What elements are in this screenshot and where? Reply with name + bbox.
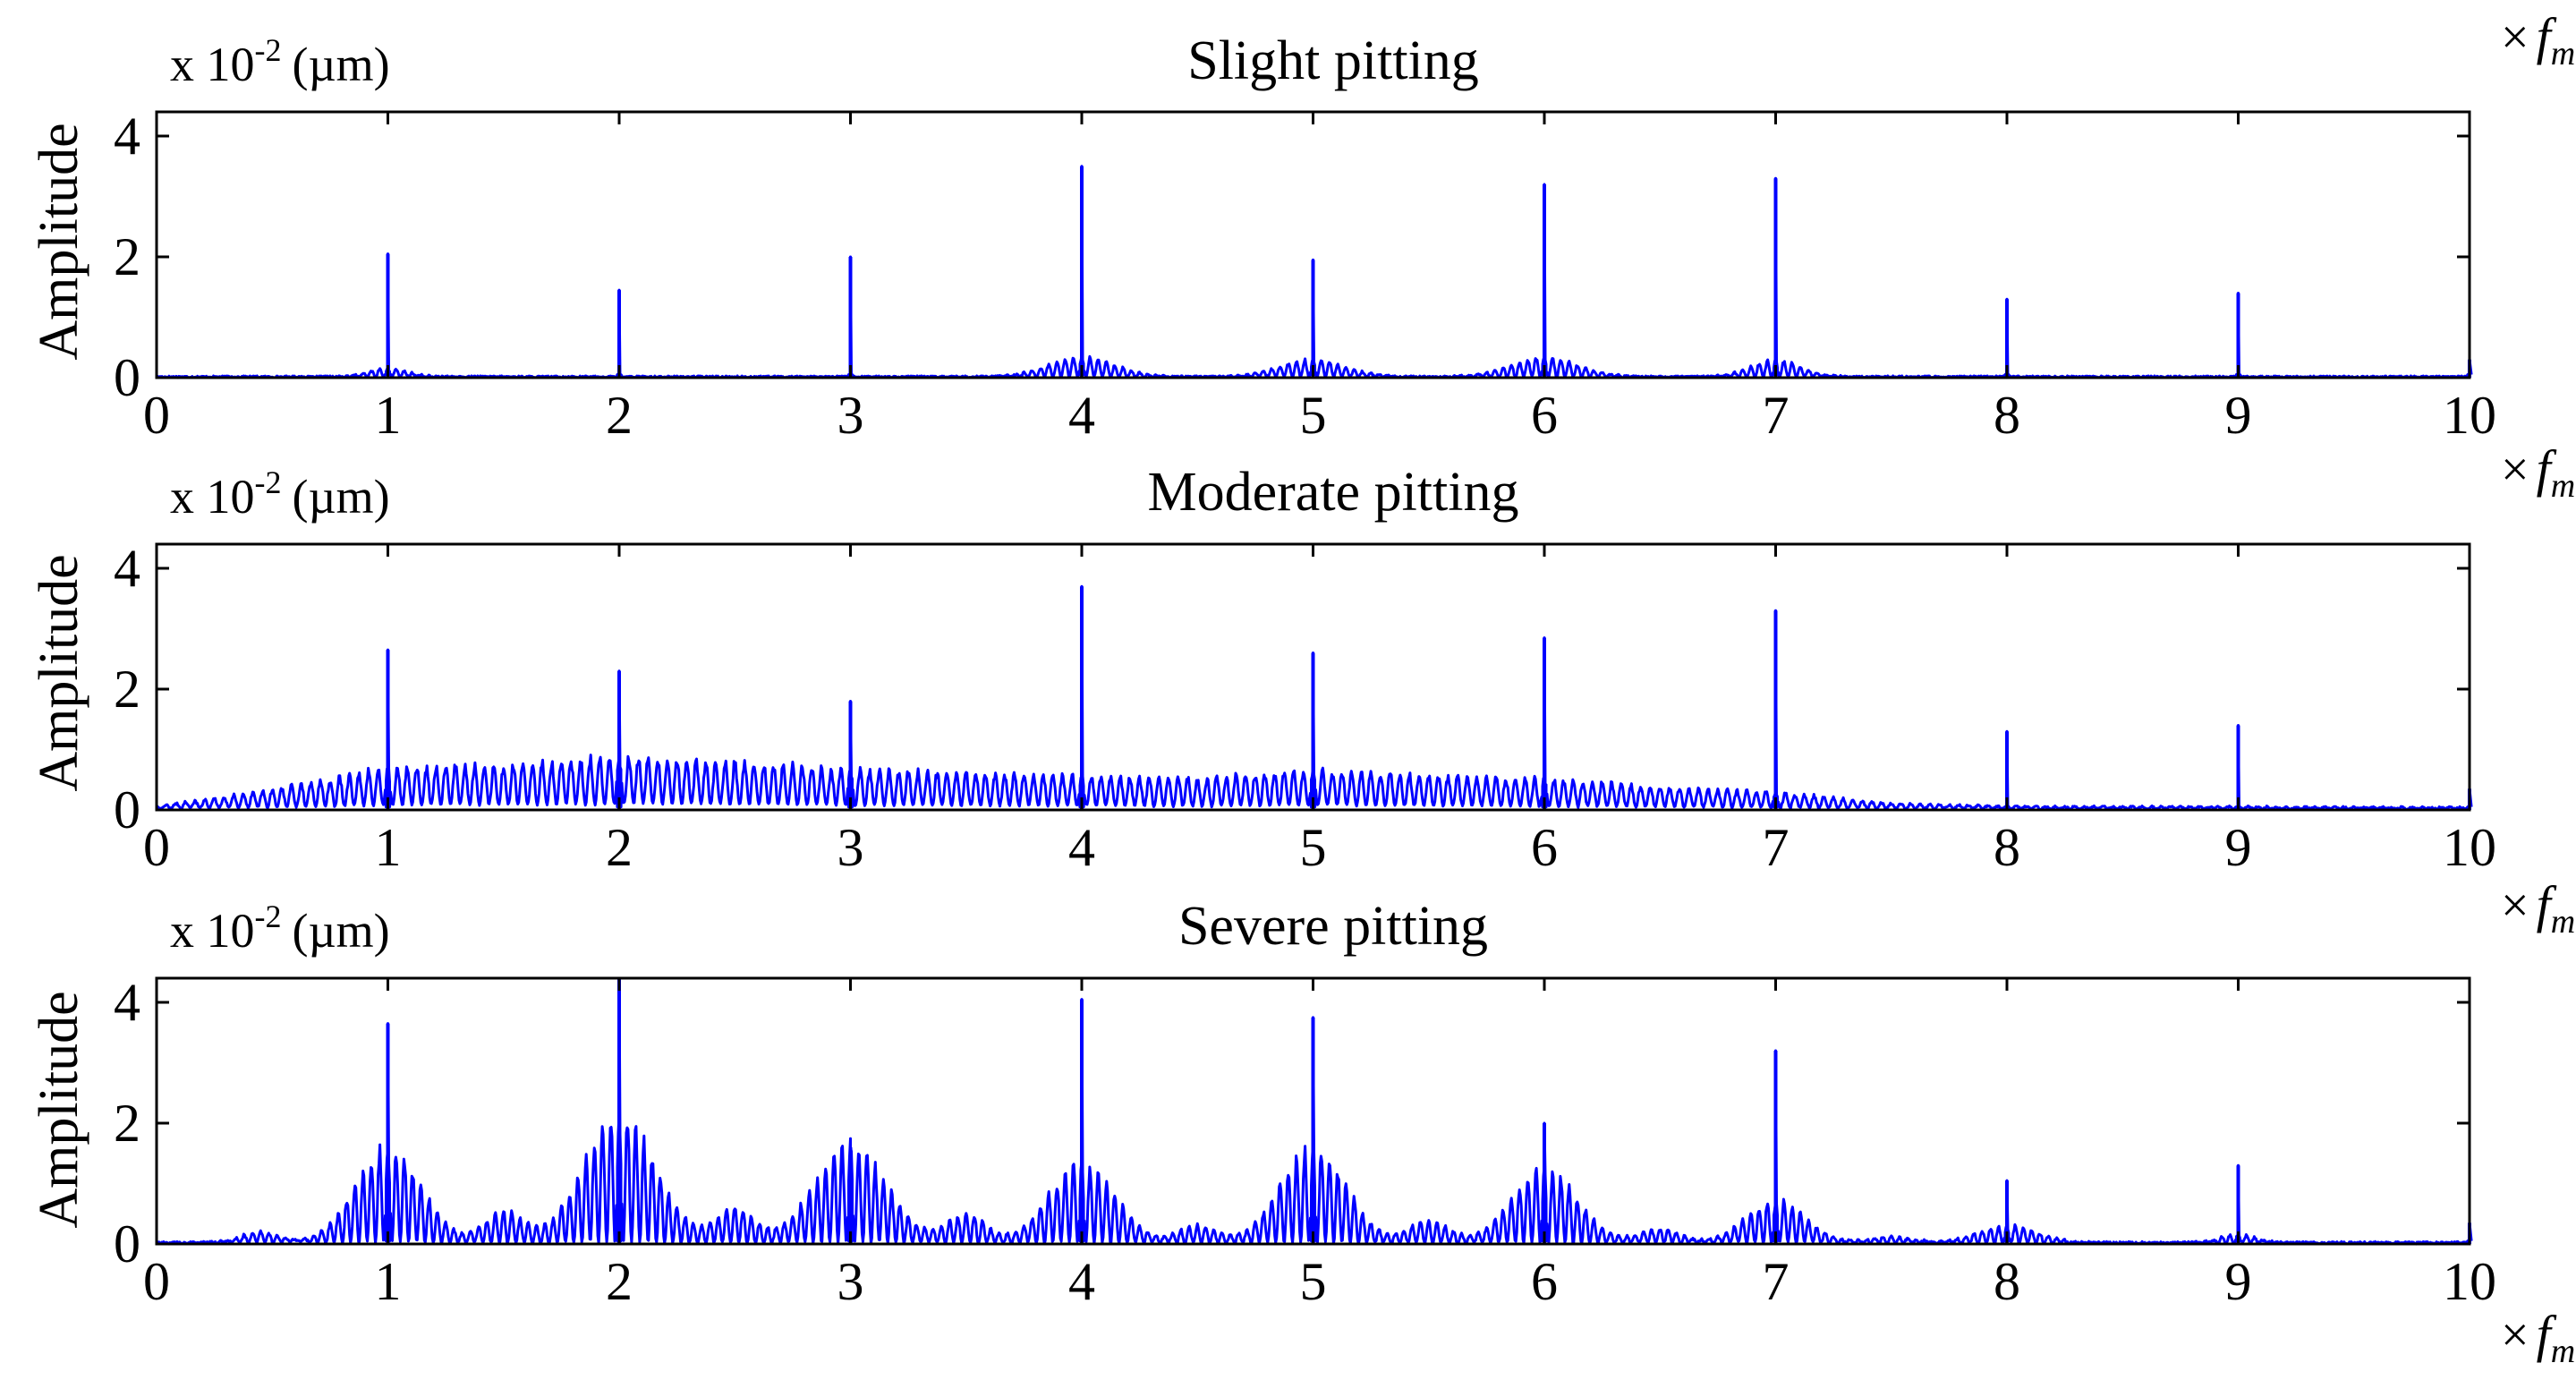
y-unit-label: x 10-2 (µm) [170, 32, 390, 91]
x-tick-label: 5 [1300, 1252, 1327, 1311]
y-tick-label: 4 [114, 973, 140, 1032]
x-tick-label: 8 [1994, 386, 2020, 445]
y-tick-label: 0 [114, 780, 140, 839]
y-unit-label: x 10-2 (µm) [170, 464, 390, 524]
y-tick-label: 0 [114, 1214, 140, 1273]
x-tick-label: 1 [375, 386, 402, 445]
plot-area: 0 1 2 3 4 5 6 7 8 9 10 0 2 4 [114, 539, 2496, 877]
x-tick-label: 10 [2443, 386, 2496, 445]
y-tick-label: 4 [114, 539, 140, 598]
x-tick-label: 5 [1300, 818, 1327, 877]
x-tick-label: 0 [143, 818, 170, 877]
x-tick-label: 6 [1531, 818, 1558, 877]
x-tick-label: 7 [1763, 818, 1790, 877]
x-multiplier-label-bottom: × fm [2501, 1305, 2575, 1370]
x-tick-label: 2 [606, 818, 633, 877]
panel-moderate-pitting: Moderate pitting x 10-2 (µm) Amplitude × f… [29, 439, 2575, 877]
x-tick-label: 1 [375, 818, 402, 877]
x-tick-label: 3 [837, 1252, 864, 1311]
x-tick-label: 9 [2225, 386, 2252, 445]
y-axis-label: Amplitude [29, 554, 89, 791]
x-tick-label: 0 [143, 386, 170, 445]
panel-title: Moderate pitting [1148, 462, 1519, 523]
x-tick-label: 1 [375, 1252, 402, 1311]
x-tick-label: 2 [606, 386, 633, 445]
x-tick-label: 7 [1763, 1252, 1790, 1311]
panel-slight-pitting: Slight pitting x 10-2 (µm) Amplitude × fm … [29, 7, 2575, 445]
x-tick-label: 4 [1068, 818, 1095, 877]
x-tick-label: 5 [1300, 386, 1327, 445]
y-axis-label: Amplitude [29, 991, 89, 1228]
x-tick-label: 3 [837, 818, 864, 877]
x-tick-label: 4 [1068, 1252, 1095, 1311]
panel-severe-pitting: Severe pitting x 10-2 (µm) Amplitude × fm … [29, 875, 2575, 1370]
plot-area: 0 1 2 3 4 5 6 7 8 9 10 0 2 4 [114, 106, 2496, 445]
x-tick-label: 8 [1994, 818, 2020, 877]
y-axis-label: Amplitude [29, 123, 89, 360]
x-multiplier-label: × fm [2501, 875, 2575, 941]
y-tick-label: 2 [114, 1094, 140, 1153]
x-tick-label: 6 [1531, 386, 1558, 445]
x-tick-label: 10 [2443, 1252, 2496, 1311]
plot-area: 0 1 2 3 4 5 6 7 8 9 10 0 2 4 [114, 973, 2496, 1311]
y-tick-label: 2 [114, 227, 140, 286]
y-tick-label: 4 [114, 106, 140, 166]
x-tick-label: 9 [2225, 1252, 2252, 1311]
y-unit-label: x 10-2 (µm) [170, 899, 390, 958]
y-tick-label: 2 [114, 660, 140, 719]
x-tick-label: 3 [837, 386, 864, 445]
x-tick-label: 4 [1068, 386, 1095, 445]
x-tick-label: 8 [1994, 1252, 2020, 1311]
x-tick-label: 7 [1763, 386, 1790, 445]
panel-title: Severe pitting [1178, 896, 1488, 957]
x-tick-label: 9 [2225, 818, 2252, 877]
panel-title: Slight pitting [1187, 30, 1479, 91]
x-tick-label: 2 [606, 1252, 633, 1311]
x-tick-label: 0 [143, 1252, 170, 1311]
x-tick-label: 10 [2443, 818, 2496, 877]
y-tick-label: 0 [114, 348, 140, 407]
x-tick-label: 6 [1531, 1252, 1558, 1311]
